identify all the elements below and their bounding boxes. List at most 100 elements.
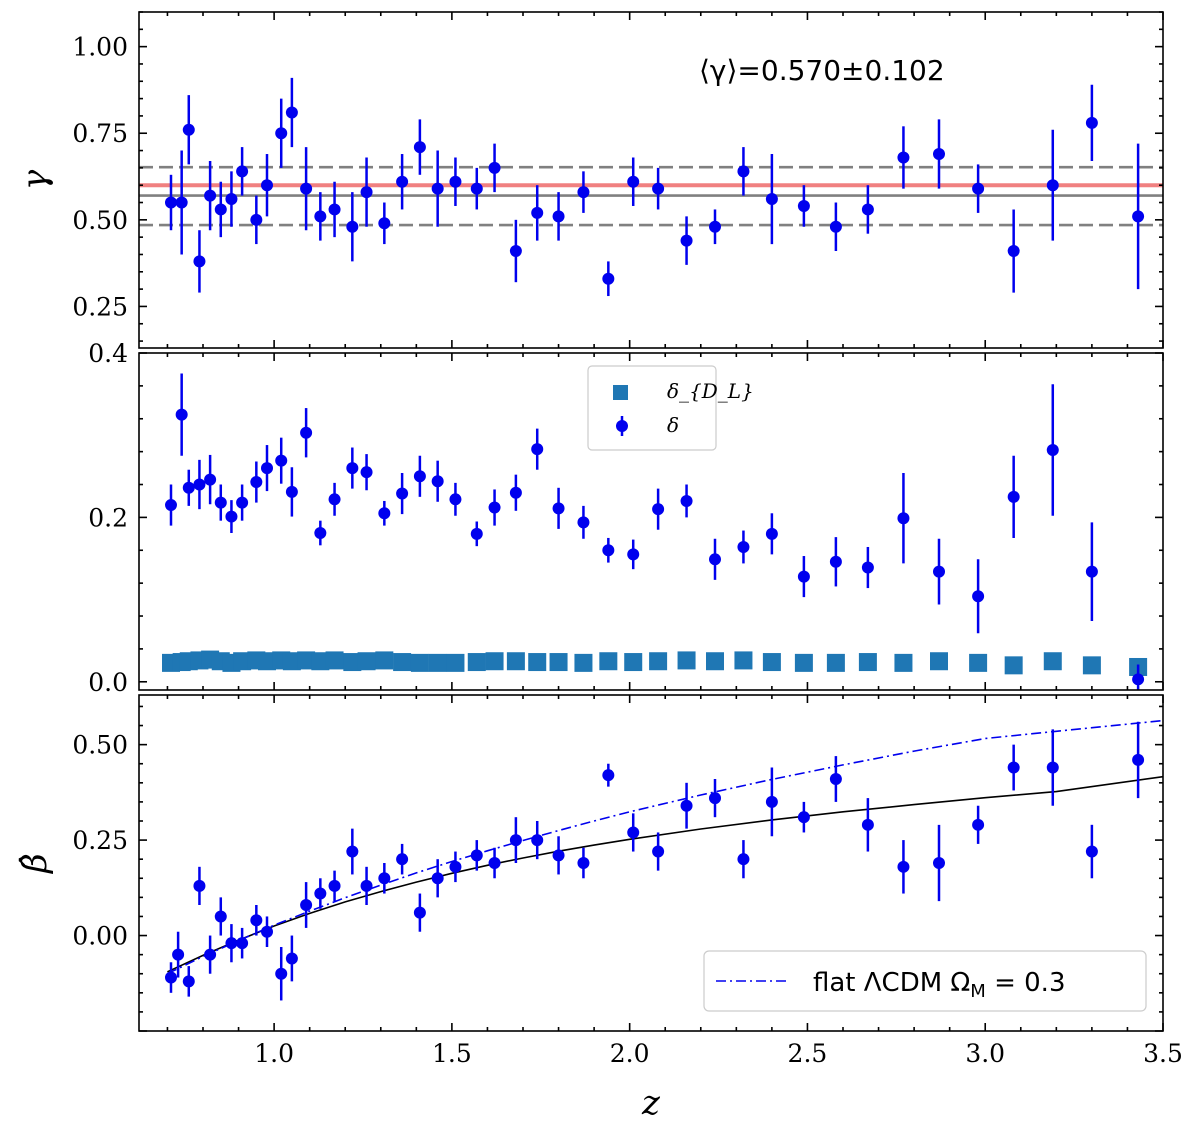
y-tick-label: 0.0 — [88, 668, 128, 697]
data-point — [531, 206, 544, 219]
x-tick-label: 2.0 — [610, 1039, 650, 1068]
data-point — [214, 203, 227, 216]
data-point — [829, 773, 842, 785]
data-point — [314, 210, 327, 223]
delta-dl-marker — [258, 652, 276, 671]
data-point — [214, 496, 227, 509]
data-point — [470, 527, 483, 540]
data-point — [829, 555, 842, 568]
panel-beta: 0.00 0.25 0.50 1.0 1.5 2.0 2.5 3.0 3.5 β̂ z — [15, 694, 1183, 1123]
data-point — [627, 826, 640, 839]
delta-dl-marker — [549, 653, 568, 672]
y-tick-label: 0.75 — [72, 119, 128, 148]
data-point — [360, 466, 373, 479]
data-point — [236, 496, 249, 509]
data-point — [175, 196, 188, 209]
data-point — [861, 561, 874, 574]
delta-dl-marker — [624, 653, 643, 672]
legend-frame — [703, 950, 1147, 1012]
data-point — [346, 220, 359, 233]
data-point — [193, 255, 206, 268]
delta-dl-marker — [762, 653, 781, 672]
data-point — [577, 186, 590, 199]
y-tick-label: 0.50 — [72, 206, 128, 235]
data-point — [236, 937, 249, 950]
data-point — [300, 182, 313, 195]
model-fit-curve — [167, 775, 1163, 973]
delta-dl-marker — [311, 652, 330, 671]
data-point — [680, 494, 693, 507]
x-tick-label: 2.5 — [788, 1039, 828, 1068]
data-point — [346, 845, 359, 858]
data-point — [261, 462, 273, 475]
data-point — [225, 193, 238, 206]
data-point — [680, 234, 693, 247]
delta-dl-marker — [649, 652, 668, 671]
delta-dl-marker — [410, 653, 429, 672]
data-point — [1007, 761, 1020, 774]
data-point — [765, 527, 778, 540]
data-point — [225, 937, 238, 950]
data-point — [182, 975, 195, 988]
y-tick-label: 1.00 — [72, 33, 128, 62]
delta-dl-marker — [969, 653, 988, 672]
plot-area — [165, 719, 1163, 1001]
data-point — [300, 426, 313, 439]
data-point — [652, 845, 665, 858]
delta-dl-marker — [428, 653, 447, 672]
y-axis-label: β̂ — [15, 853, 55, 875]
data-point — [627, 175, 640, 188]
y-axis-label: γ — [15, 169, 55, 190]
delta-dl-marker — [343, 653, 362, 672]
delta-dl-marker — [858, 653, 877, 672]
data-point — [172, 948, 185, 961]
legend-label-delta: δ — [667, 413, 679, 437]
data-point — [165, 971, 177, 984]
data-point — [1046, 443, 1059, 456]
data-point — [972, 818, 985, 831]
data-point — [470, 182, 483, 195]
data-point — [175, 408, 188, 421]
delta-dl-marker — [393, 653, 412, 672]
legend-square-marker — [613, 385, 628, 400]
y-tick-label: 0.00 — [72, 922, 128, 951]
x-tick-label: 1.5 — [432, 1039, 472, 1068]
data-point — [470, 849, 483, 862]
data-point — [737, 540, 750, 553]
data-point — [972, 182, 985, 195]
data-point — [509, 245, 522, 258]
delta-dl-marker — [528, 653, 547, 672]
data-point — [552, 849, 565, 862]
data-point — [275, 967, 288, 980]
data-point — [709, 792, 721, 805]
data-point — [225, 510, 238, 523]
data-point — [182, 481, 195, 494]
data-point — [182, 123, 195, 136]
data-point — [709, 553, 721, 566]
data-point — [765, 193, 778, 206]
delta-dl-marker — [706, 652, 724, 671]
data-point — [396, 487, 409, 500]
data-point — [797, 199, 810, 212]
delta-legend: δ_{D_L} δ — [587, 365, 754, 451]
delta-dl-marker — [485, 652, 504, 671]
data-point — [488, 161, 501, 174]
data-point — [1046, 761, 1059, 774]
data-point — [285, 485, 298, 498]
data-point — [797, 811, 810, 824]
data-point — [261, 925, 273, 938]
data-point — [509, 834, 522, 847]
data-point — [250, 476, 263, 489]
data-point — [378, 507, 391, 520]
mean-gamma-annotation: ⟨γ⟩=0.570±0.102 — [699, 54, 945, 87]
data-point — [328, 879, 341, 892]
data-point — [552, 210, 565, 223]
data-point — [431, 182, 444, 195]
axes-frame — [138, 11, 1164, 349]
y-tick-label: 0.2 — [88, 503, 128, 532]
delta-dl-marker — [282, 652, 301, 671]
data-point — [431, 872, 444, 885]
data-point — [709, 220, 721, 233]
y-tick-label: 0.25 — [72, 292, 128, 321]
delta-dl-marker — [325, 651, 344, 670]
